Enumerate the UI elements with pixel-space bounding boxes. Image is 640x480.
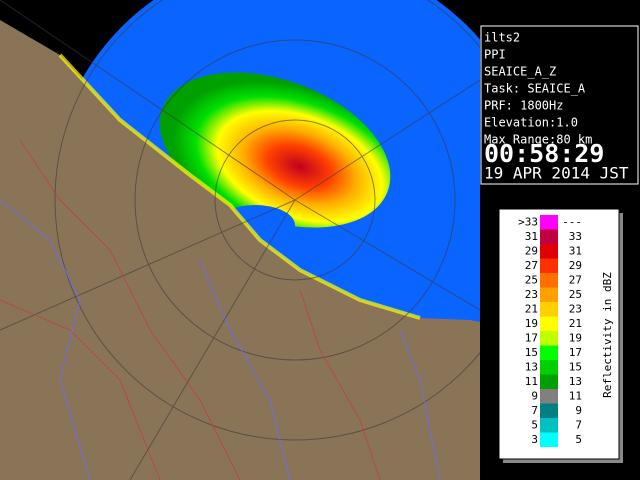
legend-swatch	[540, 331, 558, 346]
legend-swatch	[540, 273, 558, 288]
legend-low: 3	[531, 433, 538, 446]
info-line: Elevation:1.0	[484, 116, 578, 130]
legend-swatch	[540, 229, 558, 244]
legend-high: 15	[569, 361, 582, 374]
legend-high: 23	[569, 303, 582, 316]
legend-swatch	[540, 374, 558, 389]
echo-area	[159, 72, 391, 228]
legend-low: 7	[531, 404, 538, 417]
legend-low: 25	[525, 274, 538, 287]
legend-swatch	[540, 432, 558, 447]
legend-swatch	[540, 418, 558, 433]
legend-box	[498, 208, 620, 460]
legend-high: 11	[569, 390, 582, 403]
legend-high: 9	[575, 404, 582, 417]
legend-high: 19	[569, 332, 582, 345]
legend-high: 13	[569, 375, 582, 388]
legend-high: 27	[569, 274, 582, 287]
legend-high: ---	[562, 216, 582, 229]
legend-low: 13	[525, 361, 538, 374]
land	[0, 20, 480, 480]
legend-low: 19	[525, 317, 538, 330]
info-line: PRF: 1800Hz	[484, 99, 563, 113]
info-line: ilts2	[484, 31, 520, 45]
legend-swatch	[540, 403, 558, 418]
legend-high: 29	[569, 259, 582, 272]
info-panel	[480, 25, 639, 185]
legend-low: 9	[531, 390, 538, 403]
legend-low: 27	[525, 259, 538, 272]
legend-swatch	[540, 389, 558, 404]
legend-swatch	[540, 345, 558, 360]
legend-high: 21	[569, 317, 582, 330]
legend-swatch	[540, 258, 558, 273]
legend-low: 17	[525, 332, 538, 345]
legend-title: Reflectivity in dBZ	[601, 272, 614, 398]
legend-low: 23	[525, 288, 538, 301]
info-line: Max Range:80 km	[484, 133, 592, 147]
legend-swatch	[540, 360, 558, 375]
legend-low: 11	[525, 375, 538, 388]
time: 00:58:29	[484, 139, 604, 168]
legend-swatch	[540, 244, 558, 259]
date: 19 APR 2014 JST	[484, 164, 629, 183]
legend-high: 33	[569, 230, 582, 243]
legend-swatch	[540, 215, 558, 230]
legend-high: 7	[575, 419, 582, 432]
legend-swatch	[540, 287, 558, 302]
legend-high: 31	[569, 245, 582, 258]
info-line: PPI	[484, 48, 506, 62]
legend-swatch	[540, 316, 558, 331]
info-line: Task: SEAICE_A	[484, 82, 586, 96]
legend-low: 31	[525, 230, 538, 243]
legend-high: 25	[569, 288, 582, 301]
legend-low: 21	[525, 303, 538, 316]
radar-map	[0, 0, 480, 480]
legend-low: 29	[525, 245, 538, 258]
legend-swatch	[540, 302, 558, 317]
legend-low: 15	[525, 346, 538, 359]
legend-low: >33	[518, 216, 538, 229]
legend-low: 5	[531, 419, 538, 432]
legend-high: 5	[575, 433, 582, 446]
legend-high: 17	[569, 346, 582, 359]
info-line: SEAICE_A_Z	[484, 65, 556, 79]
